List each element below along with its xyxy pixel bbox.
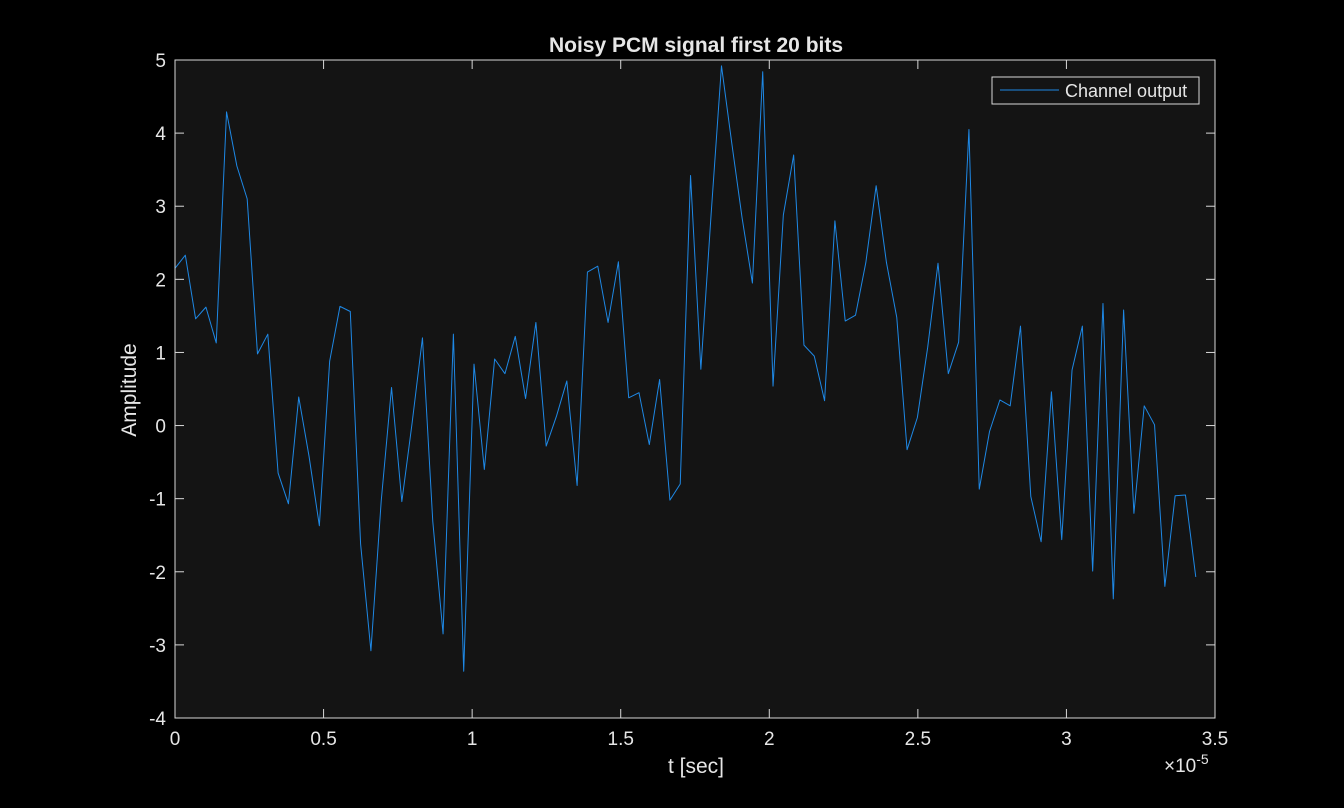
y-tick-label: -2 [149,563,166,584]
y-tick-label: 0 [155,417,166,438]
y-tick-label: -1 [149,490,166,511]
y-axis-label: Amplitude [118,343,141,436]
x-tick-label: 3 [1061,729,1072,750]
legend-entry-label: Channel output [1065,81,1187,101]
y-tick-label: 1 [155,343,166,364]
x-tick-label: 1.5 [608,729,634,750]
y-tick-label: -3 [149,636,166,657]
legend: Channel output [991,76,1200,105]
x-tick-label: 3.5 [1202,729,1228,750]
x-exponent-base: ×10 [1164,756,1196,777]
y-axis: -4 -3 -2 -1 0 1 2 3 4 5 [149,51,1215,730]
x-exponent-power: -5 [1196,751,1209,767]
series-group [174,65,1197,672]
x-tick-label: 1 [467,729,478,750]
y-tick-label: 4 [155,124,166,145]
x-axis: 0 0.5 1 1.5 2 2.5 3 3.5 [170,60,1228,750]
y-tick-label: 3 [155,197,166,218]
x-tick-label: 0 [170,729,181,750]
chart-title: Noisy PCM signal first 20 bits [549,34,843,57]
x-exponent-label: ×10-5 [1164,751,1209,777]
x-axis-label: t [sec] [668,755,724,778]
y-tick-label: -4 [149,709,166,730]
x-tick-label: 0.5 [310,729,336,750]
x-tick-label: 2.5 [905,729,931,750]
y-tick-label: 5 [155,51,166,72]
plot-area [175,60,1215,718]
series-line-channel-output [174,65,1197,672]
x-tick-label: 2 [764,729,775,750]
y-tick-label: 2 [155,270,166,291]
axes-frame [174,59,1216,719]
